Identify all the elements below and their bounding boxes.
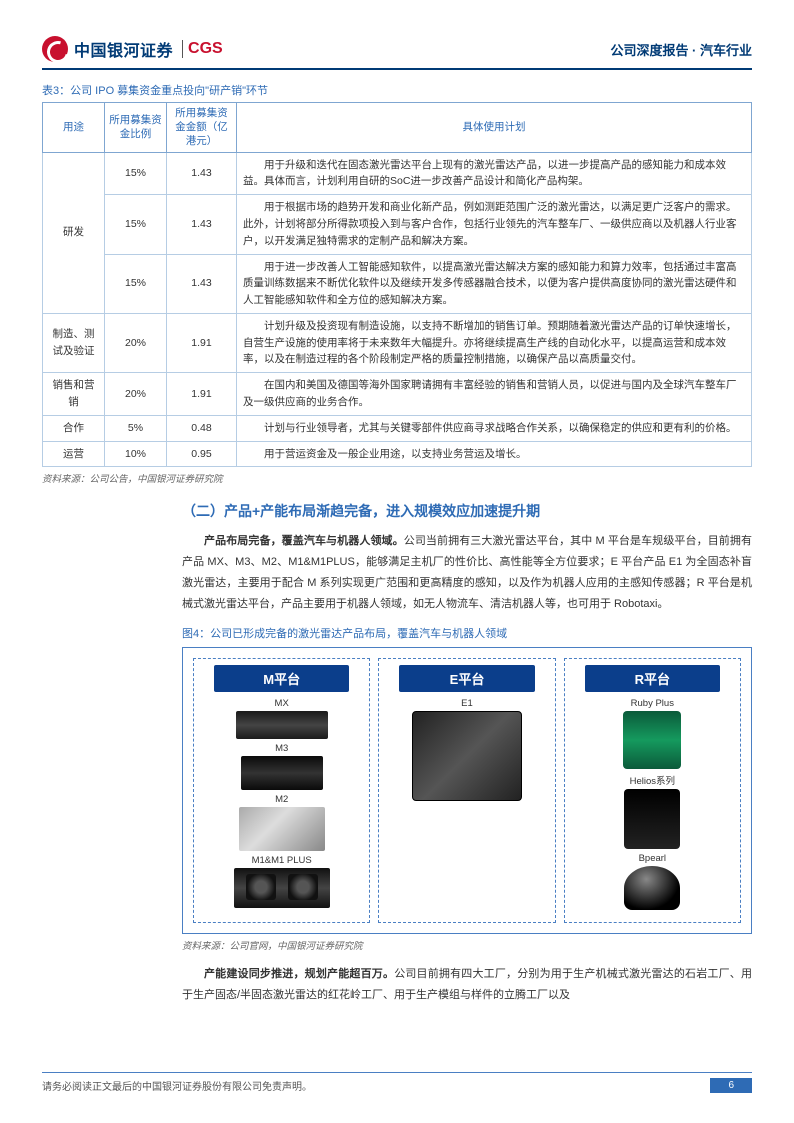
- prod-m1-img: [234, 868, 330, 908]
- t3-desc-4: 在国内和美国及德国等海外国家聘请拥有丰富经验的销售和营销人员，以促进与国内及全球…: [237, 373, 752, 416]
- disclaimer: 请务必阅读正文最后的中国银河证券股份有限公司免责声明。: [42, 1078, 312, 1093]
- t3-amt-4: 1.91: [167, 373, 237, 416]
- t3-desc-6: 用于营运资金及一般企业用途，以支持业务营运及增长。: [237, 441, 752, 467]
- p1-lead: 产品布局完备，覆盖汽车与机器人领域。: [204, 535, 404, 547]
- t3-use-3: 制造、测试及验证: [43, 313, 105, 372]
- t3-use-0: 研发: [43, 152, 105, 313]
- table3-src: 资料来源：公司公告，中国银河证券研究院: [42, 471, 752, 485]
- t3-pct-2: 15%: [105, 254, 167, 313]
- t3-desc-2: 用于进一步改善人工智能感知软件，以提高激光雷达解决方案的感知能力和算力效率，包括…: [237, 254, 752, 313]
- prod-mx-img: [236, 711, 328, 739]
- t3-use-6: 运营: [43, 441, 105, 467]
- prod-ruby-label: Ruby Plus: [569, 698, 736, 709]
- t3-desc-1: 用于根据市场的趋势开发和商业化新产品，例如测距范围广泛的激光雷达，以满足更广泛客…: [237, 195, 752, 254]
- logo-block: 中国银河证券 CGS: [42, 36, 223, 62]
- t3-pct-6: 10%: [105, 441, 167, 467]
- prod-helios-label: Helios系列: [569, 773, 736, 787]
- header-right: 公司深度报告 · 汽车行业: [610, 40, 752, 59]
- page-number: 6: [710, 1078, 752, 1093]
- t3-amt-1: 1.43: [167, 195, 237, 254]
- t3-pct-3: 20%: [105, 313, 167, 372]
- platform-e-header: E平台: [399, 665, 534, 692]
- platform-r: R平台 Ruby Plus Helios系列 Bpearl: [564, 658, 741, 923]
- t3-amt-3: 1.91: [167, 313, 237, 372]
- table3-col0: 用途: [43, 103, 105, 153]
- platform-m: M平台 MX M3 M2 M1&M1 PLUS: [193, 658, 370, 923]
- page-footer: 请务必阅读正文最后的中国银河证券股份有限公司免责声明。 6: [42, 1072, 752, 1093]
- logo-text-en: CGS: [182, 40, 223, 58]
- t3-amt-6: 0.95: [167, 441, 237, 467]
- table3-col3: 具体使用计划: [237, 103, 752, 153]
- t3-desc-3: 计划升级及投资现有制造设施，以支持不断增加的销售订单。预期随着激光雷达产品的订单…: [237, 313, 752, 372]
- platform-e: E平台 E1: [378, 658, 555, 923]
- logo-icon: [42, 36, 68, 62]
- paragraph-2: 产能建设同步推进，规划产能超百万。公司目前拥有四大工厂，分别为用于生产机械式激光…: [182, 964, 752, 1006]
- t3-pct-5: 5%: [105, 415, 167, 441]
- fig4-src: 资料来源：公司官网，中国银河证券研究院: [182, 938, 752, 952]
- prod-e1-label: E1: [383, 698, 550, 709]
- table3: 用途 所用募集资金比例 所用募集资金金额（亿港元） 具体使用计划 研发 15% …: [42, 102, 752, 467]
- prod-e1-img: [412, 711, 522, 801]
- t3-amt-2: 1.43: [167, 254, 237, 313]
- table3-col2: 所用募集资金金额（亿港元）: [167, 103, 237, 153]
- prod-m3-label: M3: [198, 743, 365, 754]
- t3-pct-0: 15%: [105, 152, 167, 195]
- t3-pct-1: 15%: [105, 195, 167, 254]
- t3-use-5: 合作: [43, 415, 105, 441]
- section-title: （二）产品+产能布局渐趋完备，进入规模效应加速提升期: [182, 501, 752, 521]
- t3-desc-5: 计划与行业领导者，尤其与关键零部件供应商寻求战略合作关系，以确保稳定的供应和更有…: [237, 415, 752, 441]
- t3-pct-4: 20%: [105, 373, 167, 416]
- table3-title: 表3：公司 IPO 募集资金重点投向"研产销"环节: [42, 82, 752, 98]
- prod-m2-label: M2: [198, 794, 365, 805]
- paragraph-1: 产品布局完备，覆盖汽车与机器人领域。公司当前拥有三大激光雷达平台，其中 M 平台…: [182, 531, 752, 615]
- t3-amt-5: 0.48: [167, 415, 237, 441]
- prod-bpearl-img: [624, 866, 680, 910]
- prod-mx-label: MX: [198, 698, 365, 709]
- page-header: 中国银河证券 CGS 公司深度报告 · 汽车行业: [42, 36, 752, 70]
- t3-desc-0: 用于升级和迭代在固态激光雷达平台上现有的激光雷达产品，以进一步提高产品的感知能力…: [237, 152, 752, 195]
- table3-col1: 所用募集资金比例: [105, 103, 167, 153]
- fig4-title: 图4：公司已形成完备的激光雷达产品布局，覆盖汽车与机器人领域: [182, 625, 752, 641]
- t3-amt-0: 1.43: [167, 152, 237, 195]
- prod-helios-img: [624, 789, 680, 849]
- platform-r-header: R平台: [585, 665, 720, 692]
- prod-ruby-img: [623, 711, 681, 769]
- platform-m-header: M平台: [214, 665, 349, 692]
- p2-lead: 产能建设同步推进，规划产能超百万。: [204, 968, 394, 980]
- logo-text-cn: 中国银河证券: [74, 37, 173, 61]
- prod-m3-img: [241, 756, 323, 790]
- prod-m1-label: M1&M1 PLUS: [198, 855, 365, 866]
- t3-use-4: 销售和营销: [43, 373, 105, 416]
- fig4-box: M平台 MX M3 M2 M1&M1 PLUS E平台 E1 R平台 Ruby …: [182, 647, 752, 934]
- prod-m2-img: [239, 807, 325, 851]
- prod-bpearl-label: Bpearl: [569, 853, 736, 864]
